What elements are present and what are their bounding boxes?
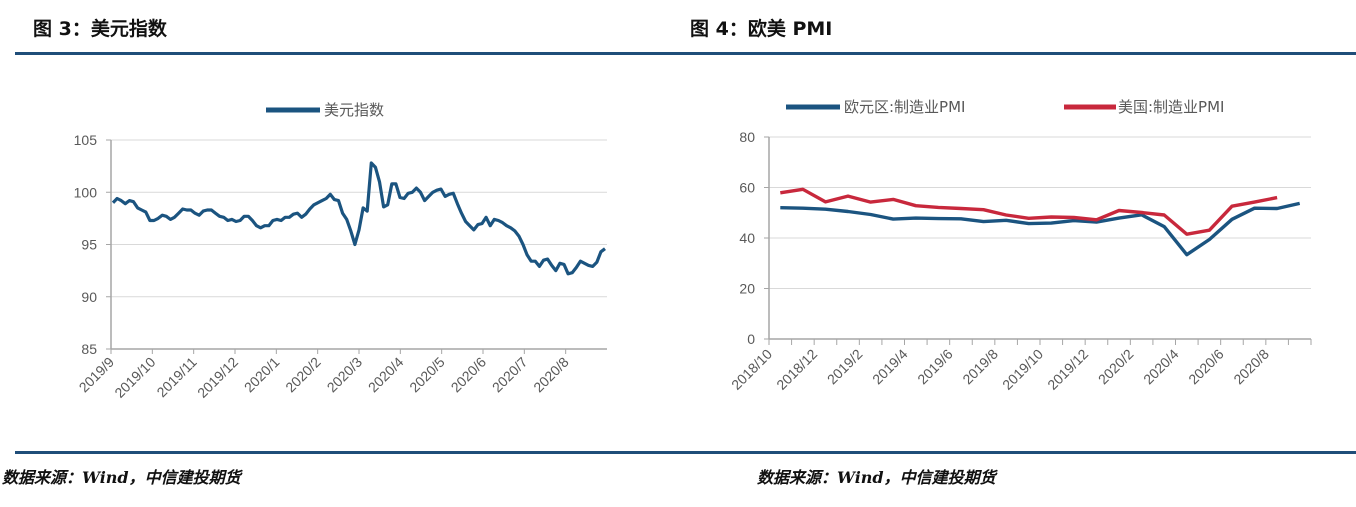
y-tick-label: 100 bbox=[74, 184, 98, 200]
y-tick-label: 0 bbox=[747, 331, 755, 347]
series-line-eurozone-pmi bbox=[780, 201, 1301, 257]
x-tick-label: 2020/4 bbox=[1140, 346, 1182, 388]
x-tick-label: 2020/2 bbox=[282, 354, 324, 396]
x-tick-label: 2020/8 bbox=[1230, 346, 1272, 388]
pmi-chart: 欧元区:制造业PMI 美国:制造业PMI 0204060802018/10201… bbox=[728, 98, 1312, 393]
figure-3-title: 图 3：美元指数 bbox=[33, 18, 167, 40]
legend-label-us-pmi: 美国:制造业PMI bbox=[1118, 98, 1224, 116]
x-tick-label: 2020/2 bbox=[1095, 346, 1137, 388]
x-tick-label: 2020/5 bbox=[406, 354, 448, 396]
footer-rule bbox=[15, 451, 1356, 454]
series-line-us-pmi bbox=[780, 187, 1278, 236]
y-tick-label: 85 bbox=[81, 341, 97, 357]
x-tick-label: 2019/8 bbox=[959, 346, 1001, 388]
x-tick-label: 2018/10 bbox=[728, 346, 775, 393]
y-tick-label: 20 bbox=[739, 281, 755, 297]
x-tick-label: 2019/10 bbox=[999, 346, 1046, 393]
x-tick-label: 2019/12 bbox=[194, 354, 241, 401]
x-tick-label: 2020/6 bbox=[1185, 346, 1227, 388]
y-tick-label: 90 bbox=[81, 289, 97, 305]
x-tick-label: 2019/10 bbox=[111, 354, 158, 401]
x-tick-label: 2020/1 bbox=[241, 354, 283, 396]
x-tick-label: 2020/6 bbox=[448, 354, 490, 396]
header-rule bbox=[15, 52, 1356, 55]
x-tick-label: 2019/2 bbox=[824, 346, 866, 388]
x-tick-label: 2020/8 bbox=[530, 354, 572, 396]
x-tick-label: 2020/7 bbox=[489, 354, 531, 396]
y-tick-label: 105 bbox=[74, 132, 98, 148]
x-tick-label: 2018/12 bbox=[773, 346, 820, 393]
y-tick-label: 95 bbox=[81, 237, 97, 253]
y-tick-label: 80 bbox=[739, 129, 755, 145]
legend-label-dollar-index: 美元指数 bbox=[324, 101, 384, 119]
x-tick-label: 2019/4 bbox=[869, 346, 911, 388]
figure-4-source: 数据来源：Wind，中信建投期货 bbox=[757, 468, 996, 487]
series-line-dollar-index bbox=[111, 161, 606, 276]
legend-label-eurozone-pmi: 欧元区:制造业PMI bbox=[844, 98, 965, 116]
figure-4-title: 图 4：欧美 PMI bbox=[690, 18, 833, 40]
x-tick-label: 2020/4 bbox=[365, 354, 407, 396]
dollar-index-chart: 美元指数 8590951001052019/92019/102019/11201… bbox=[74, 101, 607, 401]
figure-3-source: 数据来源：Wind，中信建投期货 bbox=[2, 468, 241, 487]
x-tick-label: 2019/12 bbox=[1044, 346, 1091, 393]
y-tick-label: 60 bbox=[739, 180, 755, 196]
y-tick-label: 40 bbox=[739, 230, 755, 246]
x-tick-label: 2019/11 bbox=[153, 354, 200, 401]
x-tick-label: 2020/3 bbox=[324, 354, 366, 396]
x-tick-label: 2019/6 bbox=[914, 346, 956, 388]
